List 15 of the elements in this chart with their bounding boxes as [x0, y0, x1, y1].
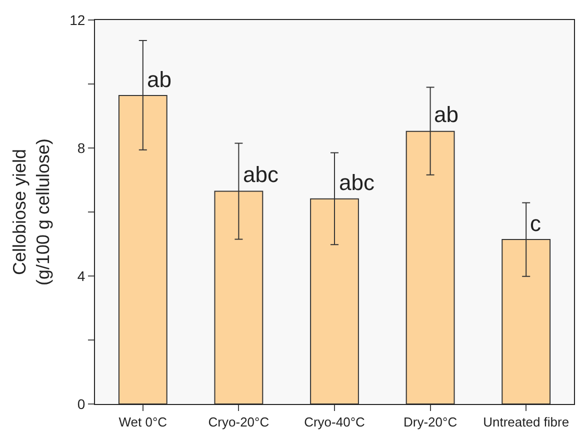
annotation: ab	[434, 102, 458, 127]
x-tick-label: Wet 0°C	[118, 414, 168, 430]
x-tick-label: Untreated fibre	[483, 414, 570, 430]
y-tick-label: 8	[77, 140, 86, 156]
annotation: c	[530, 211, 541, 236]
x-tick-label: Dry-20°C	[404, 414, 458, 430]
y-tick-label: 0	[77, 396, 86, 412]
y-tick-label: 12	[70, 12, 86, 28]
x-tick-label: Cryo-40°C	[304, 414, 365, 430]
x-tick-label: Cryo-20°C	[208, 414, 270, 430]
annotation: ab	[147, 67, 172, 92]
annotation: abc	[243, 162, 278, 187]
annotation: abc	[339, 170, 374, 195]
y-tick-label: 4	[77, 268, 86, 284]
y-axis-title: Cellobiose yield (g/100 g cellulose)	[9, 138, 53, 286]
